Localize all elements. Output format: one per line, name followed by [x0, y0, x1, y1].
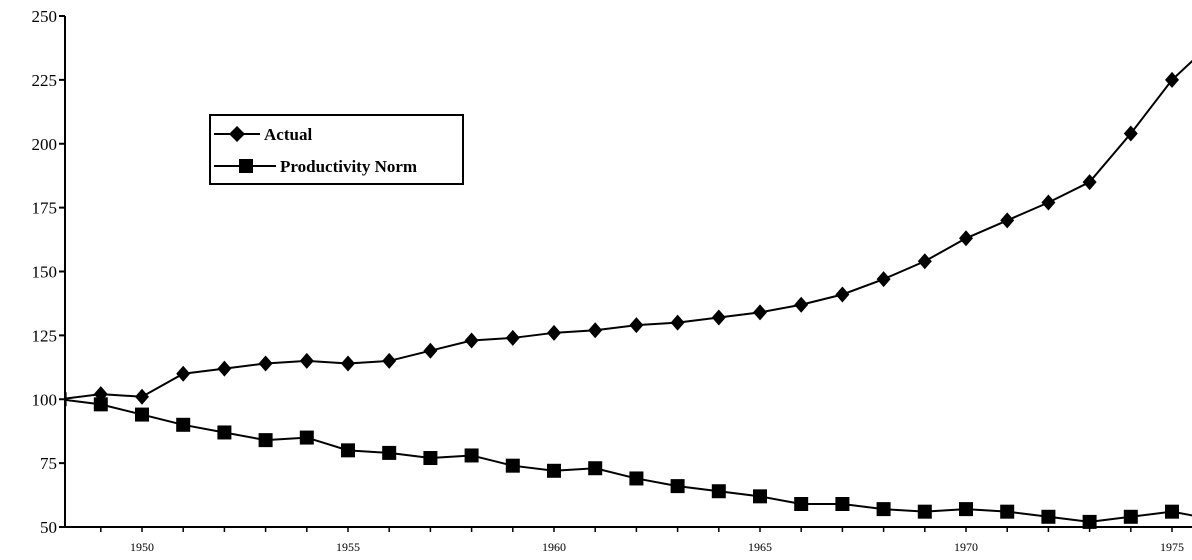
data-point-actual: [959, 230, 973, 247]
data-point-productivity-norm: [753, 489, 767, 504]
x-tick-label: 1970: [954, 540, 978, 554]
data-point-productivity-norm: [959, 502, 973, 517]
data-point-productivity-norm: [299, 430, 314, 445]
x-ticks: 1950 1955 1960 1965 1970 1975: [100, 527, 1184, 554]
data-point-actual: [835, 286, 850, 303]
data-point-actual: [464, 332, 479, 349]
data-point-productivity-norm: [135, 407, 149, 422]
data-point-productivity-norm: [588, 461, 603, 476]
data-point-actual: [917, 253, 932, 270]
series-line-actual: [65, 59, 1192, 400]
data-point-actual: [670, 314, 685, 331]
data-point-productivity-norm: [670, 479, 685, 494]
data-point-actual: [1000, 212, 1015, 229]
data-point-actual: [1082, 174, 1097, 191]
data-point-productivity-norm: [1165, 504, 1179, 519]
data-point-actual: [258, 355, 273, 372]
axes: [64, 16, 1192, 528]
series-line-productivity-norm: [65, 398, 1192, 523]
x-tick-label: 1955: [336, 540, 360, 554]
legend-marker-diamond: [229, 126, 245, 142]
data-point-productivity-norm: [93, 397, 108, 412]
y-tick-label: 175: [32, 199, 58, 218]
data-point-productivity-norm: [629, 471, 644, 486]
data-point-productivity-norm: [876, 502, 891, 517]
legend-label-actual: Actual: [264, 125, 312, 144]
y-tick-label: 200: [32, 135, 58, 154]
data-point-productivity-norm: [711, 484, 726, 499]
data-point-productivity-norm: [464, 448, 479, 463]
y-tick-label: 250: [32, 7, 58, 26]
data-point-actual: [629, 317, 644, 334]
data-point-actual: [1123, 125, 1138, 142]
data-point-productivity-norm: [1041, 509, 1056, 524]
data-point-actual: [423, 342, 438, 359]
series-layer: [65, 59, 1192, 529]
data-point-actual: [135, 388, 149, 405]
x-tick-label: 1975: [1160, 540, 1184, 554]
data-point-productivity-norm: [1000, 504, 1015, 519]
legend-marker-square: [239, 159, 253, 173]
data-point-actual: [1165, 71, 1179, 88]
data-point-productivity-norm: [176, 417, 191, 432]
legend-label-productivity-norm: Productivity Norm: [280, 157, 417, 176]
data-point-productivity-norm: [835, 497, 850, 512]
data-point-actual: [299, 352, 314, 369]
x-tick-label: 1950: [130, 540, 154, 554]
data-point-actual: [217, 360, 232, 377]
data-point-actual: [1041, 194, 1056, 211]
data-point-actual: [505, 329, 520, 346]
data-point-productivity-norm: [258, 433, 273, 448]
data-point-productivity-norm: [794, 497, 809, 512]
y-tick-label: 225: [32, 71, 58, 90]
data-point-productivity-norm: [423, 451, 438, 466]
data-point-actual: [341, 355, 355, 372]
y-tick-label: 100: [32, 390, 58, 409]
data-point-actual: [176, 365, 191, 382]
y-tick-label: 125: [32, 326, 58, 345]
data-point-actual: [382, 352, 397, 369]
data-point-actual: [794, 296, 809, 313]
data-point-productivity-norm: [382, 445, 397, 460]
y-tick-label: 50: [40, 518, 57, 537]
data-point-actual: [547, 324, 561, 341]
data-point-productivity-norm: [65, 392, 67, 407]
x-tick-label: 1965: [748, 540, 772, 554]
data-point-productivity-norm: [547, 463, 561, 478]
data-point-productivity-norm: [917, 504, 932, 519]
data-point-productivity-norm: [341, 443, 355, 458]
data-point-actual: [753, 304, 767, 321]
data-point-actual: [711, 309, 726, 326]
y-ticks: 50 75 100 125 150 175 200 225 250: [32, 7, 65, 537]
data-point-productivity-norm: [1123, 509, 1138, 524]
data-point-actual: [876, 271, 891, 288]
data-point-productivity-norm: [505, 458, 520, 473]
data-point-productivity-norm: [217, 425, 232, 440]
data-point-actual: [588, 322, 603, 339]
x-tick-label: 1960: [542, 540, 566, 554]
legend: Actual Productivity Norm: [209, 114, 464, 185]
data-point-productivity-norm: [1082, 514, 1097, 529]
y-tick-label: 150: [32, 263, 58, 282]
y-tick-label: 75: [40, 454, 57, 473]
